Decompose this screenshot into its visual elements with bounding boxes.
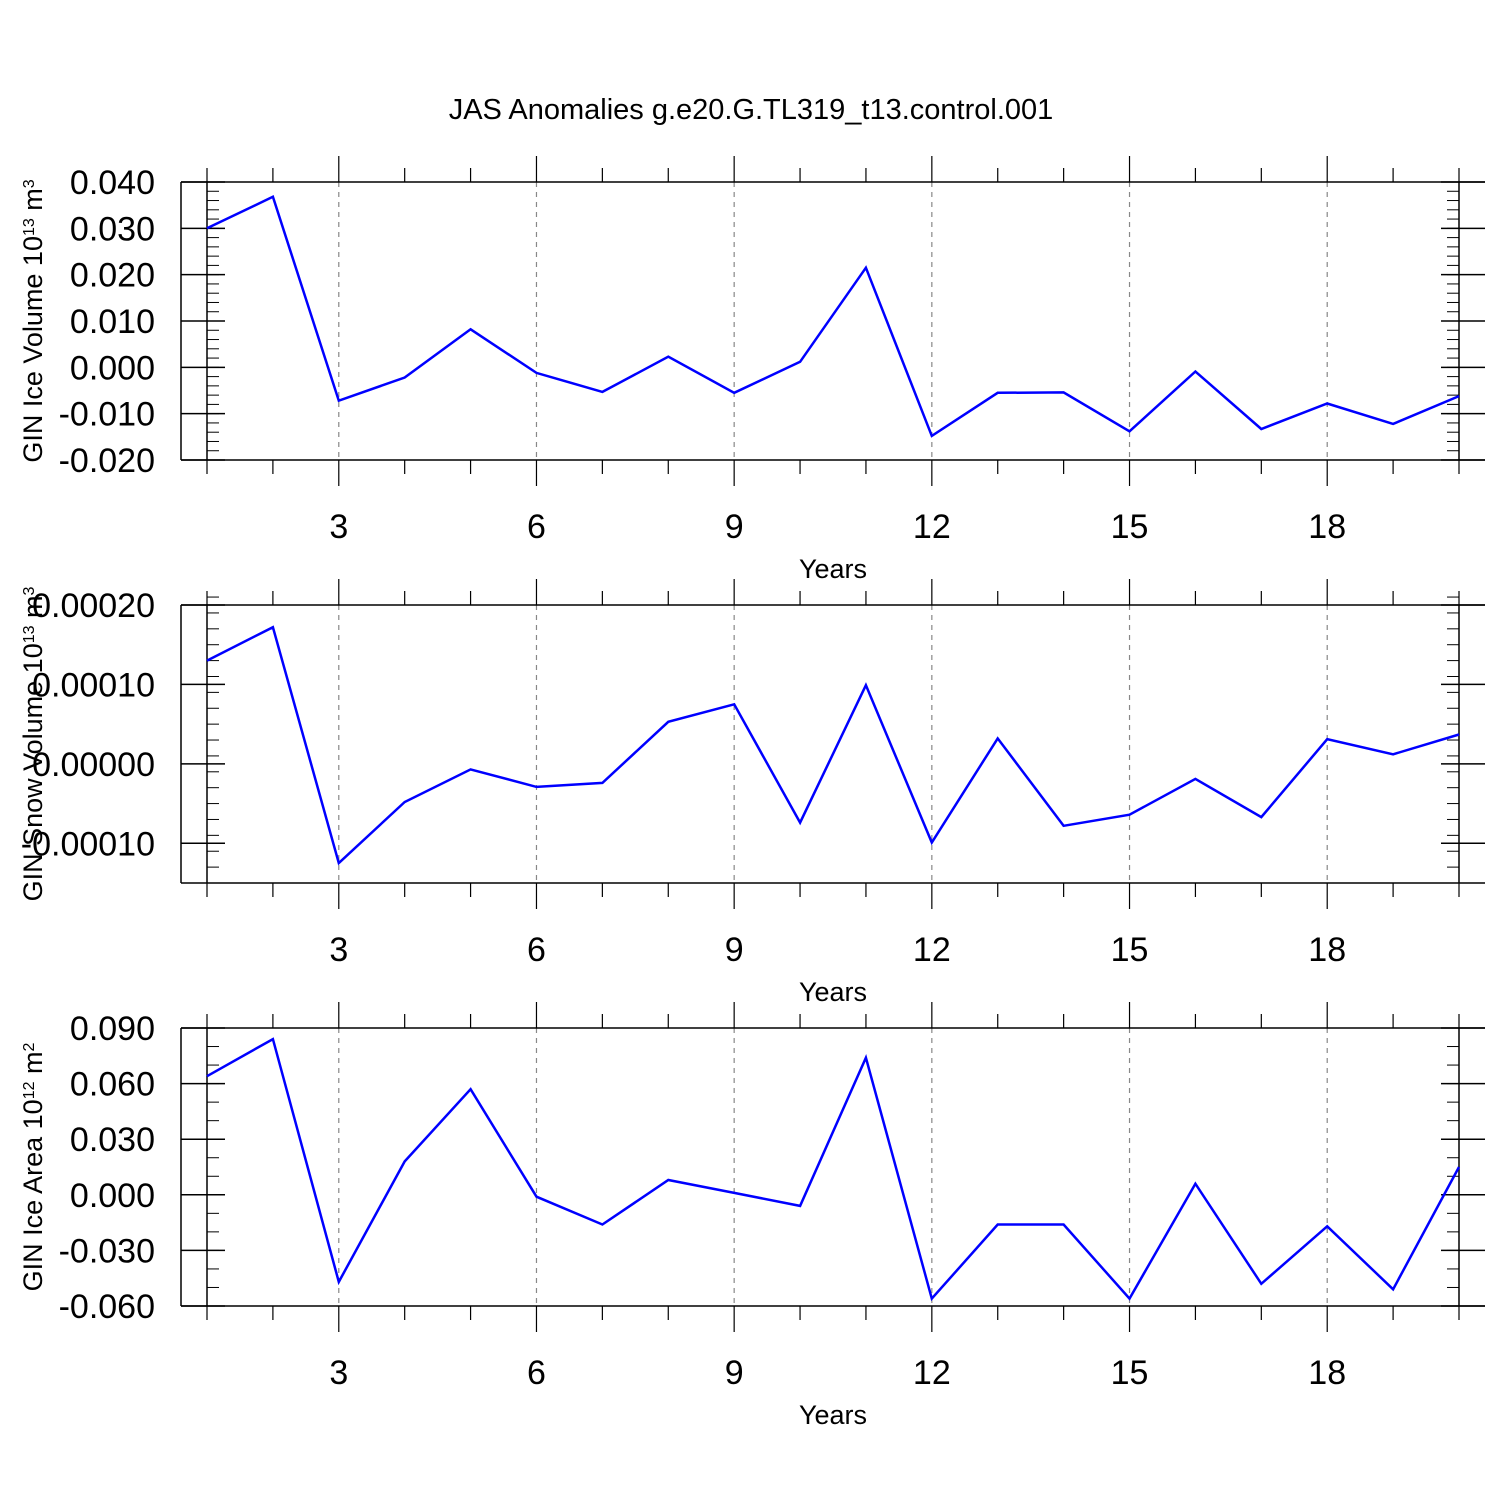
- series-line: [206, 1037, 1461, 1302]
- x-tick-label: 15: [1111, 931, 1149, 969]
- x-tick-label: 12: [913, 1354, 951, 1392]
- x-tick-label: 12: [913, 508, 951, 546]
- x-tick-label: 3: [329, 931, 348, 969]
- y-axis-title-superscript: 13: [21, 625, 38, 643]
- y-tick-label: 0.00000: [32, 746, 155, 784]
- y-axis-title: GIN Ice Volume 1013 m3: [18, 179, 48, 462]
- y-tick-label: -0.030: [59, 1232, 155, 1270]
- x-tick-label: 6: [527, 931, 546, 969]
- y-axis-title-text: m: [18, 595, 48, 625]
- y-axis-title-text: GIN Ice Area 10: [18, 1099, 48, 1291]
- y-tick-label: 0.010: [70, 303, 155, 341]
- y-tick-label: 0.060: [70, 1066, 155, 1104]
- x-axis-title: Years: [799, 1400, 867, 1430]
- y-tick-label: 0.000: [70, 1177, 155, 1215]
- y-axis-title-text: GIN Snow Volume 10: [18, 643, 48, 901]
- y-tick-label: 0.020: [70, 257, 155, 295]
- x-tick-label: 9: [725, 931, 744, 969]
- snow-volume-panel: 0.00020 0.00010 0.00000 -0.00010 3 6 9 12 15 18 Ye…: [18, 579, 1485, 1007]
- y-axis-title-superscript: 3: [21, 179, 38, 188]
- x-tick-label: 15: [1111, 508, 1149, 546]
- y-axis-title-superscript: 3: [21, 586, 38, 595]
- x-tick-label: 9: [725, 508, 744, 546]
- series-line: [206, 195, 1460, 438]
- figure-title: JAS Anomalies g.e20.G.TL319_t13.control.…: [449, 94, 1054, 126]
- x-tick-label: 3: [329, 1354, 348, 1392]
- y-axis-title-superscript: 13: [21, 218, 38, 236]
- y-tick-label: 0.030: [70, 210, 155, 248]
- x-tick-label: 6: [527, 508, 546, 546]
- y-tick-label: 0.090: [70, 1010, 155, 1048]
- y-axis-title: GIN Ice Area 1012 m2: [18, 1043, 48, 1292]
- x-tick-label: 18: [1308, 508, 1346, 546]
- y-tick-label: 0.040: [70, 164, 155, 202]
- y-axis-title-superscript: 2: [21, 1043, 38, 1052]
- x-axis-title: Years: [799, 554, 867, 584]
- y-tick-label: 0.00020: [32, 587, 155, 625]
- y-tick-label: -0.020: [59, 442, 155, 480]
- y-tick-label: -0.00010: [21, 825, 155, 863]
- y-axis-title: GIN Snow Volume 1013 m3: [18, 586, 48, 901]
- y-axis-title-superscript: 12: [21, 1081, 38, 1099]
- x-tick-label: 12: [913, 931, 951, 969]
- y-axis-title-text: GIN Ice Volume 10: [18, 236, 48, 463]
- y-tick-label: 0.000: [70, 349, 155, 387]
- ice-volume-panel: 0.040 0.030 0.020 0.010 0.000 -0.010 -0.020 3 6 9…: [18, 156, 1485, 584]
- y-tick-label: -0.060: [59, 1288, 155, 1326]
- x-tick-label: 3: [329, 508, 348, 546]
- x-tick-label: 15: [1111, 1354, 1149, 1392]
- x-axis-title: Years: [799, 977, 867, 1007]
- y-tick-label: 0.030: [70, 1121, 155, 1159]
- x-tick-label: 6: [527, 1354, 546, 1392]
- y-tick-label: 0.00010: [32, 666, 155, 704]
- ice-area-panel: 0.090 0.060 0.030 0.000 -0.030 -0.060 3 6 9 12 15 1…: [18, 1002, 1485, 1430]
- x-tick-label: 18: [1308, 931, 1346, 969]
- series-line: [206, 625, 1460, 866]
- x-tick-label: 9: [725, 1354, 744, 1392]
- y-axis-title-text: m: [18, 1052, 48, 1082]
- y-axis-title-text: m: [18, 188, 48, 218]
- y-tick-label: -0.010: [59, 396, 155, 434]
- x-tick-label: 18: [1308, 1354, 1346, 1392]
